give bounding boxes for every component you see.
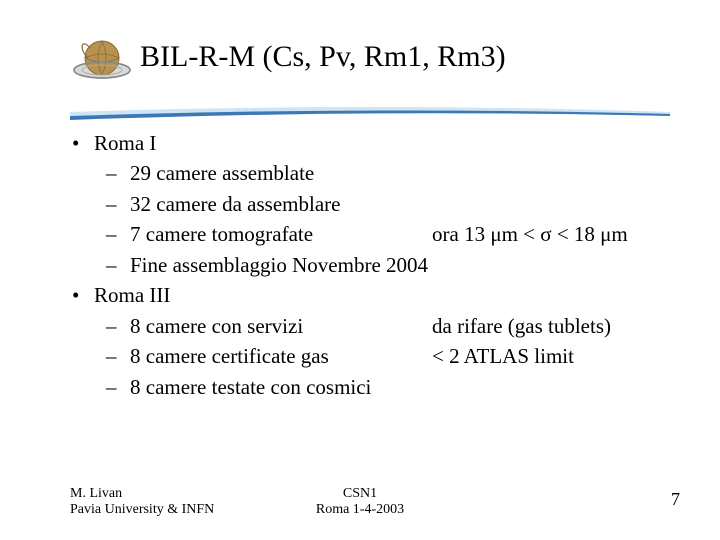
bullet-roma1: Roma I	[72, 128, 680, 158]
sub-bullet-text: 8 camere certificate gas	[130, 344, 329, 368]
bullet-roma3: Roma III	[72, 280, 680, 310]
header-swoosh-icon	[70, 106, 670, 124]
footer-conference: CSN1 Roma 1-4-2003	[0, 486, 720, 518]
sub-bullet: 7 camere tomografate ora 13 μm < σ < 18 …	[72, 219, 680, 249]
sub-bullet: 8 camere testate con cosmici	[72, 372, 680, 402]
atlas-logo-icon	[70, 28, 134, 92]
slide: BIL-R-M (Cs, Pv, Rm1, Rm3) Roma I 29 cam…	[0, 0, 720, 540]
sub-bullet-note: da rifare (gas tublets)	[432, 311, 611, 341]
slide-body: Roma I 29 camere assemblate 32 camere da…	[72, 128, 680, 402]
sub-bullet-text: 32 camere da assemblare	[130, 192, 340, 216]
slide-header: BIL-R-M (Cs, Pv, Rm1, Rm3)	[0, 28, 720, 108]
sub-bullet: Fine assemblaggio Novembre 2004	[72, 250, 680, 280]
sub-bullet: 32 camere da assemblare	[72, 189, 680, 219]
sub-bullet-text: 8 camere testate con cosmici	[130, 375, 371, 399]
bullet-label: Roma III	[94, 283, 170, 307]
bullet-label: Roma I	[94, 131, 156, 155]
sub-bullet: 29 camere assemblate	[72, 158, 680, 188]
sub-bullet-text: 29 camere assemblate	[130, 161, 314, 185]
sub-bullet-note: < 2 ATLAS limit	[432, 341, 574, 371]
slide-title: BIL-R-M (Cs, Pv, Rm1, Rm3)	[140, 40, 506, 74]
footer-conference-date: Roma 1-4-2003	[0, 502, 720, 518]
sub-bullet-text: 8 camere con servizi	[130, 314, 303, 338]
sub-bullet-text: 7 camere tomografate	[130, 222, 313, 246]
sub-bullet: 8 camere con servizi da rifare (gas tubl…	[72, 311, 680, 341]
sub-bullet-note: ora 13 μm < σ < 18 μm	[432, 219, 628, 249]
footer-page-number: 7	[671, 489, 680, 510]
footer-conference-name: CSN1	[0, 486, 720, 502]
sub-bullet-text: Fine assemblaggio Novembre 2004	[130, 253, 428, 277]
sub-bullet: 8 camere certificate gas < 2 ATLAS limit	[72, 341, 680, 371]
